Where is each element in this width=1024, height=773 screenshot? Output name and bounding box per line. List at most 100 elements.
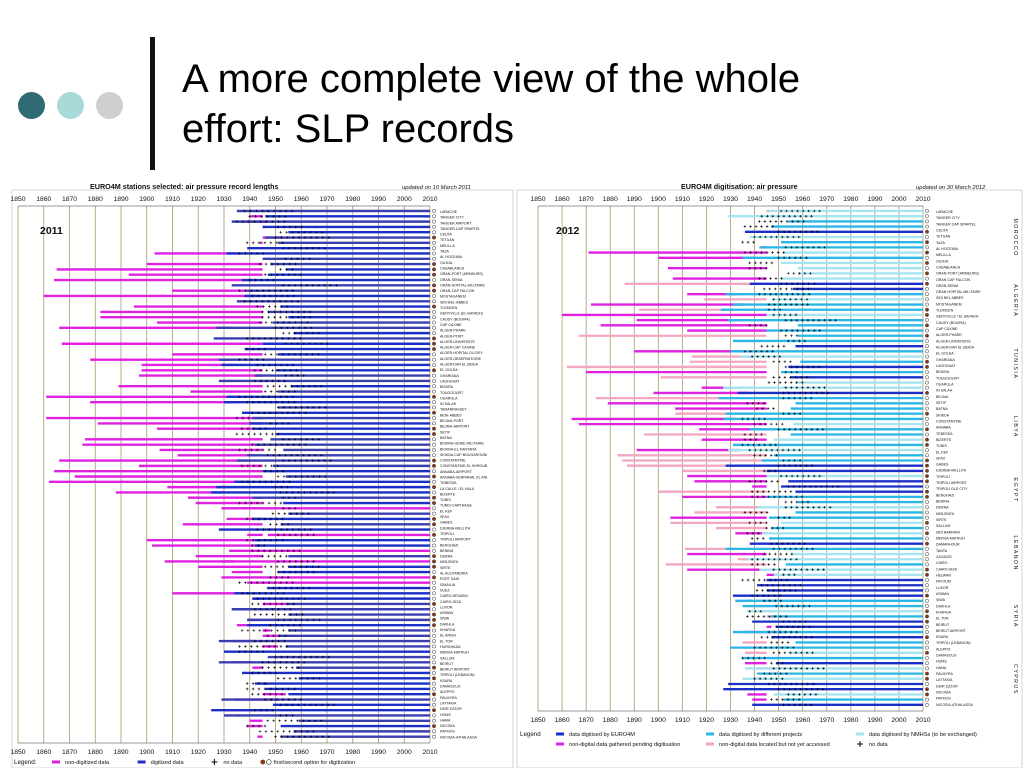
option-marker <box>432 463 436 468</box>
no-data-mark <box>273 305 277 308</box>
no-data-mark <box>779 329 783 332</box>
no-data-mark <box>793 412 796 416</box>
station-label: IN SALAH <box>440 402 457 406</box>
no-data-mark <box>795 505 799 509</box>
no-data-mark <box>790 370 793 374</box>
no-data-mark <box>796 287 799 291</box>
option-marker <box>925 676 929 681</box>
option-marker <box>925 313 929 317</box>
no-data-mark <box>782 396 785 400</box>
no-data-mark <box>746 615 749 618</box>
no-data-mark <box>272 634 275 638</box>
chart-2011: EURO4M stations selected: air pressure r… <box>10 178 515 769</box>
no-data-mark <box>282 220 286 223</box>
x-tick-label-bottom: 1970 <box>819 717 834 724</box>
no-data-mark <box>801 365 804 369</box>
no-data-mark <box>759 324 763 327</box>
no-data-mark <box>274 602 278 606</box>
option-marker <box>432 601 436 606</box>
option-marker <box>925 349 929 354</box>
no-data-mark <box>801 287 805 291</box>
option-marker <box>432 708 436 713</box>
station-label: CAIRO-HELWAN <box>440 594 468 598</box>
no-data-mark <box>255 289 259 292</box>
no-data-mark <box>276 225 280 229</box>
no-data-mark <box>789 547 792 551</box>
no-data-mark <box>791 604 795 608</box>
no-data-mark <box>261 645 265 648</box>
no-data-mark <box>770 479 774 483</box>
no-data-mark <box>822 568 825 571</box>
no-data-mark <box>773 308 776 312</box>
no-data-mark <box>249 650 253 654</box>
no-data-mark <box>284 342 288 346</box>
option-marker <box>925 214 929 219</box>
no-data-mark <box>800 667 803 670</box>
station-label: ANNABA-AIRPORT <box>440 470 473 474</box>
no-data-mark <box>753 609 757 613</box>
no-data-mark <box>272 278 275 282</box>
no-data-mark <box>258 480 262 484</box>
no-data-mark <box>251 692 254 696</box>
no-data-mark <box>809 693 812 696</box>
no-data-mark <box>799 687 803 691</box>
no-data-mark <box>261 299 264 303</box>
no-data-mark <box>280 655 283 659</box>
option-marker <box>432 644 436 649</box>
legend-label: no data <box>869 742 889 748</box>
no-data-mark <box>758 235 762 239</box>
no-data-mark <box>749 225 752 228</box>
no-data-mark <box>264 262 268 266</box>
no-data-mark <box>789 313 792 317</box>
no-data-mark <box>277 613 280 616</box>
no-data-mark <box>746 578 750 582</box>
no-data-mark <box>790 386 793 390</box>
no-data-mark <box>795 303 798 306</box>
no-data-mark <box>255 448 259 452</box>
option-marker <box>925 479 929 484</box>
station-label: OUJDA <box>936 259 949 263</box>
no-data-mark <box>753 266 757 270</box>
no-data-mark <box>318 475 321 478</box>
x-tick-label-bottom: 1920 <box>699 717 714 724</box>
x-tick-label-top: 2000 <box>891 196 906 203</box>
no-data-mark <box>797 604 800 608</box>
option-marker <box>925 682 929 686</box>
no-data-mark <box>318 676 321 680</box>
no-data-mark <box>257 538 261 542</box>
no-data-mark <box>306 321 309 324</box>
no-data-mark <box>816 667 820 670</box>
option-marker <box>925 546 929 551</box>
no-data-mark <box>787 391 791 395</box>
no-data-mark <box>802 220 805 223</box>
no-data-mark <box>775 641 779 644</box>
no-data-mark <box>312 533 315 537</box>
no-data-mark <box>305 353 308 356</box>
no-data-mark <box>258 629 262 632</box>
option-marker <box>432 304 436 309</box>
option-marker <box>925 307 929 312</box>
no-data-mark <box>815 391 818 395</box>
option-marker <box>432 522 436 527</box>
no-data-mark <box>279 666 282 669</box>
option-marker <box>432 548 436 553</box>
no-data-mark <box>286 422 290 425</box>
no-data-mark <box>277 369 280 372</box>
no-data-mark <box>288 533 292 537</box>
option-marker <box>432 490 436 495</box>
x-tick-label-top: 1930 <box>723 196 738 203</box>
no-data-mark <box>284 719 287 723</box>
no-data-mark <box>784 495 787 499</box>
x-tick-label-top: 1920 <box>699 196 714 203</box>
no-data-mark <box>782 214 786 218</box>
no-data-mark <box>784 500 788 504</box>
no-data-mark <box>244 358 247 361</box>
no-data-mark <box>249 299 252 303</box>
no-data-mark <box>315 655 319 659</box>
no-data-mark <box>806 682 810 686</box>
no-data-mark <box>261 252 265 255</box>
no-data-mark <box>785 287 788 291</box>
no-data-mark <box>256 294 260 298</box>
x-tick-label-bottom: 1860 <box>36 749 51 756</box>
option-marker <box>925 645 929 650</box>
